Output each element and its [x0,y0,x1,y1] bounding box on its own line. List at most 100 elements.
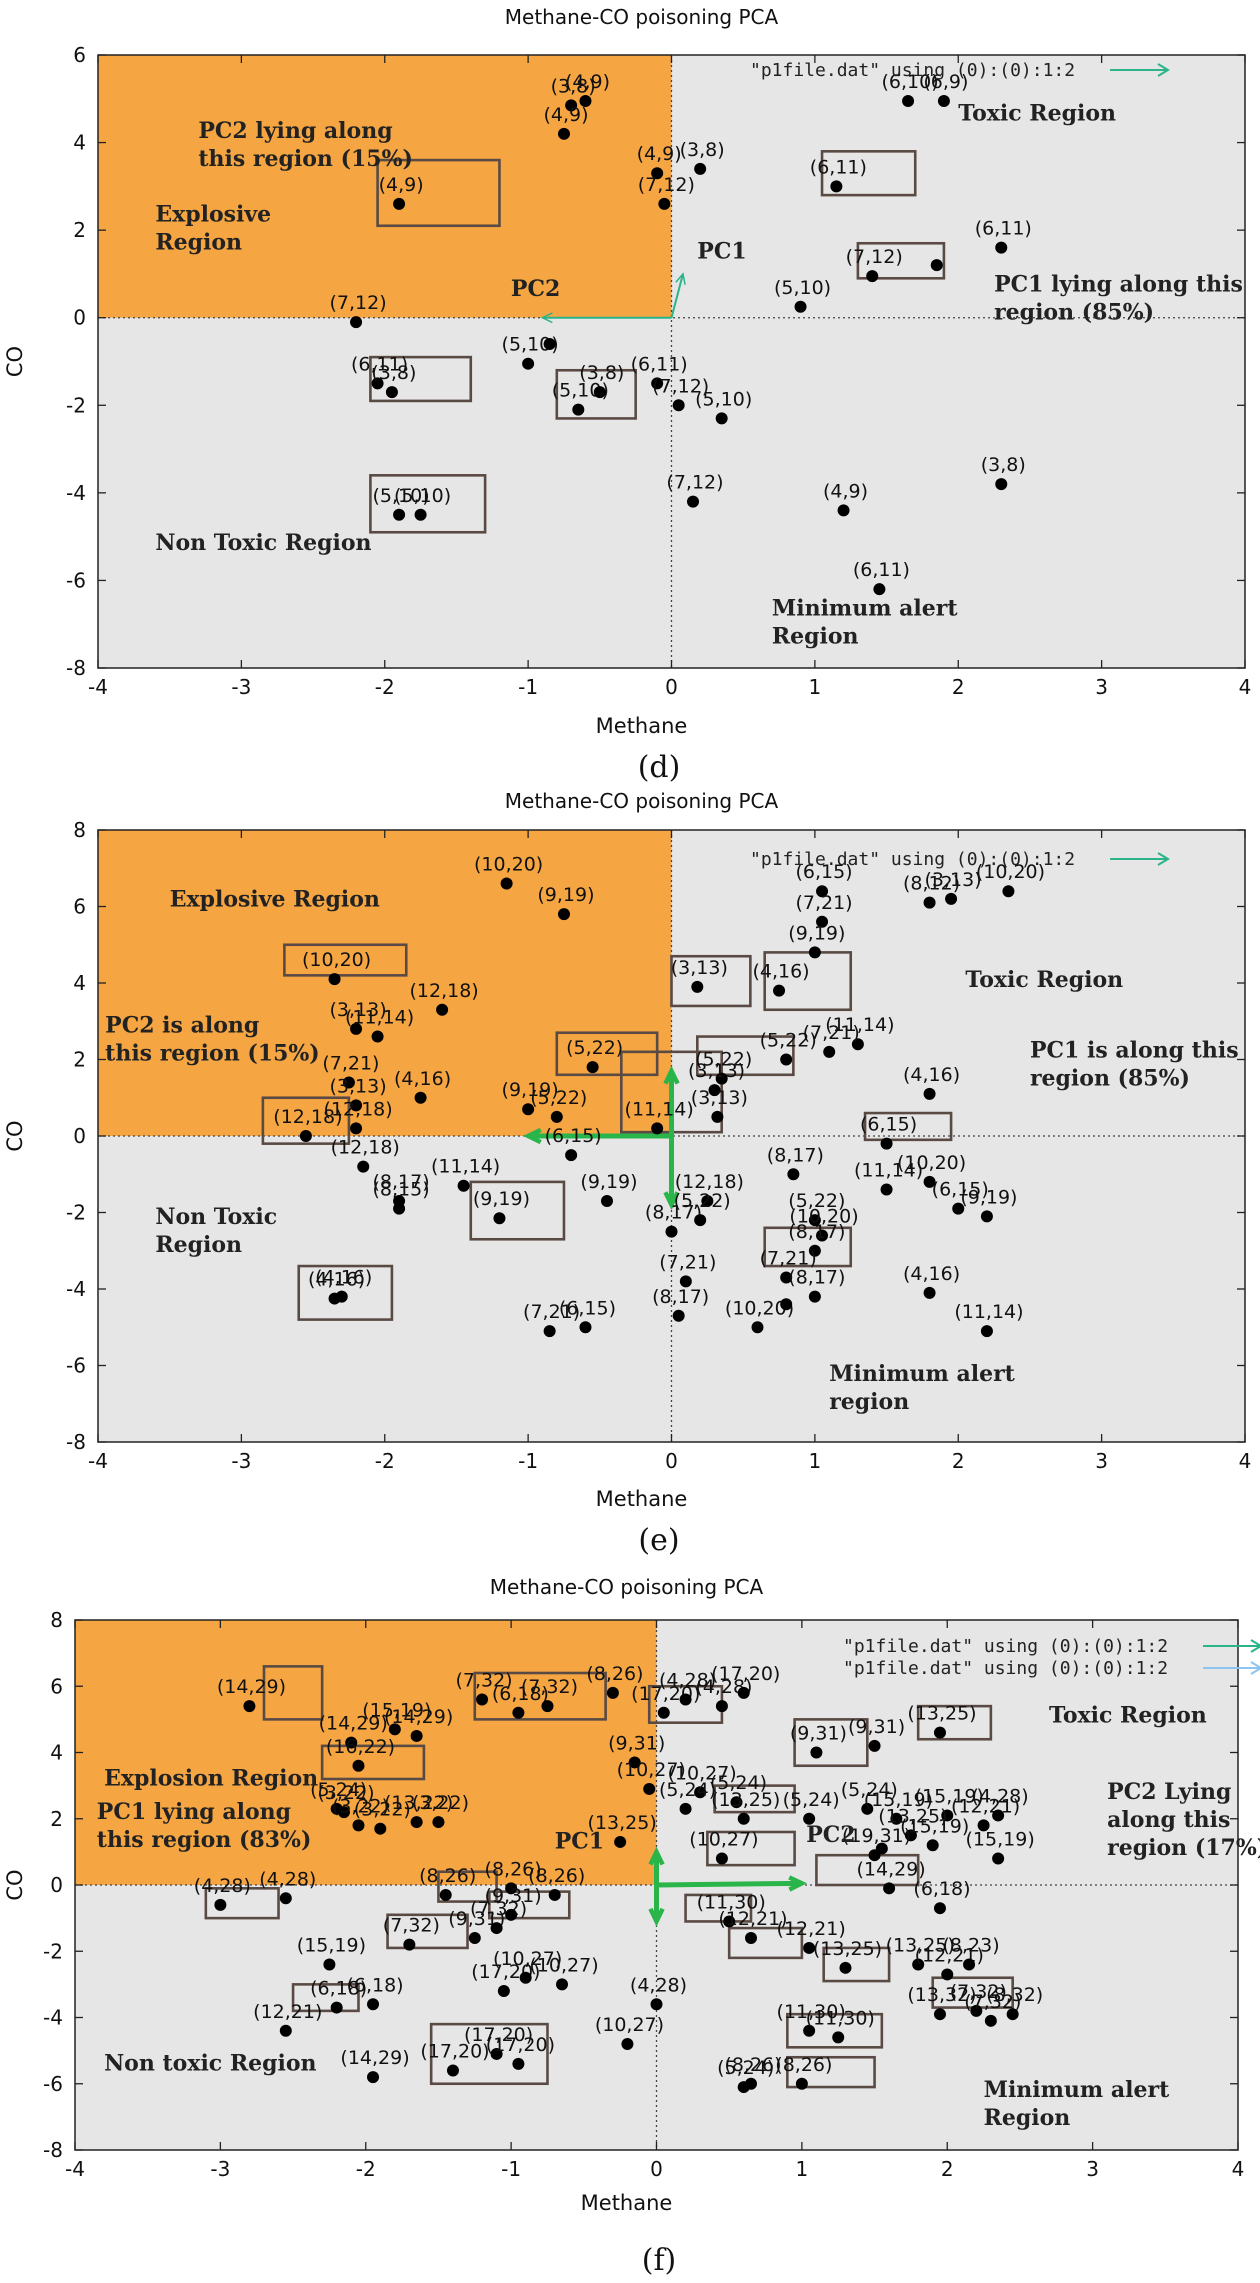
data-point-label: (5,22) [760,1030,817,1052]
data-point-label: (4,16) [308,1269,365,1291]
data-point [694,162,707,175]
data-point-label: (3,8) [981,454,1026,476]
data-point [385,386,398,399]
data-point-label: (6,15) [860,1114,917,1136]
data-point [335,1290,348,1303]
data-point [439,1888,452,1901]
data-point [367,2071,380,2084]
data-point-label: (7,21) [803,1022,860,1044]
data-point [694,1214,707,1227]
data-point [299,1130,312,1142]
data-point-label: (9,19) [788,922,845,944]
data-point [556,1978,569,1991]
region-label: PC1 lying along this region (83%) [97,1799,312,1853]
region-label: PC1 is along this region (85%) [1030,1038,1239,1092]
data-point-label: (14,29) [856,1858,925,1880]
data-point-label: (15,19) [297,1935,366,1957]
data-point [816,915,829,928]
annotation-box [863,1111,953,1142]
annotation-box [262,1665,324,1721]
data-point [519,1971,532,1984]
data-point-label: (17,20) [711,1663,780,1685]
annotation-box [916,1704,993,1741]
region-label-line: Region [155,1232,242,1258]
data-point-label: (13,25) [907,1703,976,1725]
pc-label: PC2 [806,1822,855,1848]
data-point [505,1882,518,1895]
data-point [941,1968,954,1981]
data-point [851,1038,864,1051]
data-point [723,1915,736,1928]
data-point-label: (10,20) [725,1297,794,1319]
x-tick-label: 1 [809,1449,822,1473]
y-tick-label: 6 [73,43,86,67]
data-point [880,1137,893,1150]
data-point [780,1053,793,1066]
data-point-label: (9,31) [790,1723,847,1745]
data-point [701,1195,714,1208]
data-point-label: (7,21) [523,1301,580,1323]
region-label-line: Non toxic Region [104,2051,317,2077]
data-point [522,1103,535,1116]
y-tick-label: 2 [73,1048,86,1072]
data-point [808,946,821,959]
data-point [984,2014,997,2027]
data-point-label: (12,18) [273,1106,342,1128]
data-point [436,1003,449,1016]
data-point-label: (3,22) [354,1799,411,1821]
x-tick-label: 0 [665,675,678,699]
data-point-label: (3,13) [330,1075,387,1097]
data-point [868,1739,881,1752]
data-point-label: (9,31) [448,1908,505,1930]
data-point [493,1212,506,1225]
x-tick-label: -1 [501,2157,521,2181]
region-label-line: Toxic Region [958,101,1116,127]
region-label-line: region (85%) [1030,1066,1190,1092]
data-point-label: (5,10) [394,485,451,507]
data-point [941,1809,954,1822]
y-tick-label: 4 [73,971,86,995]
pc-label: PC1 [697,239,746,265]
legend-entry-label: "p1file.dat" using (0):(0):1:2 [750,60,1075,81]
y-tick-label: -6 [66,568,86,592]
data-point-label: (16,22) [326,1736,395,1758]
data-point [679,1802,692,1815]
data-point [694,1786,707,1799]
data-point-label: (11,14) [431,1156,500,1178]
data-point [657,1706,670,1719]
data-point-label: (8,17) [788,1267,845,1289]
data-point [672,399,685,412]
data-point [904,1829,917,1842]
region-label-line: Non Toxic Region [155,530,371,556]
data-point [992,1809,1005,1822]
x-axis-label: Methane [596,714,688,738]
data-point-label: (4,28) [630,1974,687,1996]
data-point [780,1298,793,1311]
data-point-label: (10,27) [668,1762,737,1784]
region-label-line: region [829,1389,909,1415]
data-point [933,1902,946,1915]
x-tick-label: 3 [1095,675,1108,699]
region-label: Minimum alert region [829,1361,1015,1415]
data-point [446,2064,459,2077]
data-point-label: (10,20) [976,861,1045,883]
x-tick-label: 2 [952,1449,965,1473]
x-tick-label: -1 [518,1449,538,1473]
x-axis-label: Methane [596,1487,688,1511]
data-point [803,2024,816,2037]
legend-entry-label: "p1file.dat" using (0):(0):1:2 [750,849,1075,870]
x-tick-label: 0 [650,2157,663,2181]
data-point-label: (3,13) [330,999,387,1021]
data-point [794,300,807,313]
region-label-line: this region (83%) [97,1827,312,1853]
data-point-label: (13,32) [907,1984,976,2006]
data-point-label: (4,28) [659,1670,716,1692]
data-point [345,1736,358,1749]
data-point-label: (4,9) [543,104,588,126]
region-label: Minimum alert Region [984,2077,1170,2131]
annotation-box [706,1830,796,1867]
data-point [403,1938,416,1951]
data-point [830,180,843,193]
annotation-box [786,2012,884,2049]
